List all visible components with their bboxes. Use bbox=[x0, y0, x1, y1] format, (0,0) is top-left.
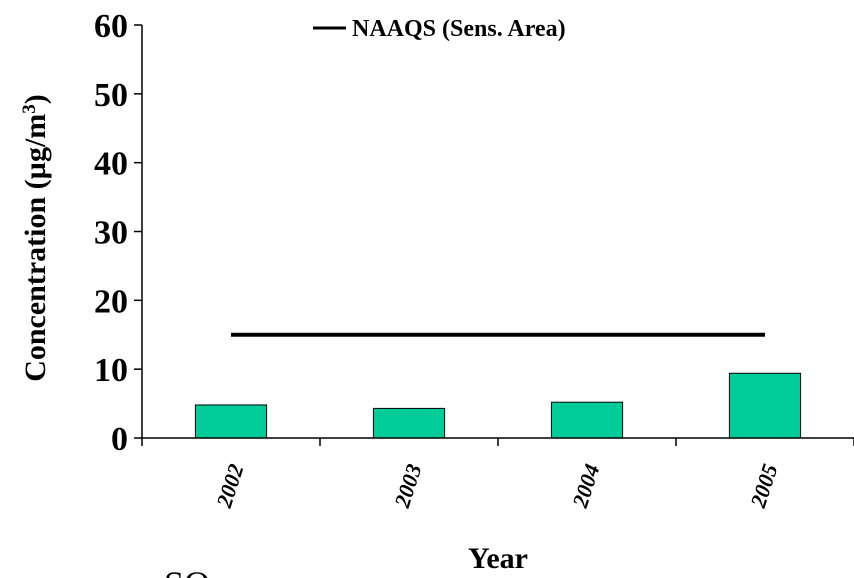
bars bbox=[194, 372, 802, 439]
y-axis-title: Concentration (µg/m3) bbox=[19, 94, 53, 382]
x-tick-label: 2002 bbox=[211, 461, 249, 512]
y-tick-label: 60 bbox=[94, 8, 128, 45]
x-tick-label: 2005 bbox=[745, 461, 783, 512]
y-tick-label: 20 bbox=[94, 283, 128, 320]
x-axis-title: Year bbox=[468, 542, 528, 575]
y-ticks: 0 10 20 30 40 50 60 bbox=[94, 8, 142, 458]
legend-label: NAAQS (Sens. Area) bbox=[352, 16, 566, 42]
bar bbox=[550, 401, 624, 439]
x-tick-label: 2003 bbox=[389, 461, 427, 512]
y-tick-label: 50 bbox=[94, 77, 128, 114]
bar bbox=[372, 407, 446, 439]
x-tick-label: 2004 bbox=[567, 461, 605, 512]
bar bbox=[728, 372, 802, 439]
y-tick-label: 40 bbox=[94, 146, 128, 183]
x-ticks: 2002 2003 2004 2005 bbox=[141, 438, 854, 512]
y-tick-label: 0 bbox=[111, 421, 128, 458]
y-tick-label: 30 bbox=[94, 215, 128, 252]
bar bbox=[194, 404, 268, 439]
legend: NAAQS (Sens. Area) bbox=[313, 16, 566, 42]
y-tick-label: 10 bbox=[94, 352, 128, 389]
pollutant-label: SO bbox=[164, 564, 210, 578]
